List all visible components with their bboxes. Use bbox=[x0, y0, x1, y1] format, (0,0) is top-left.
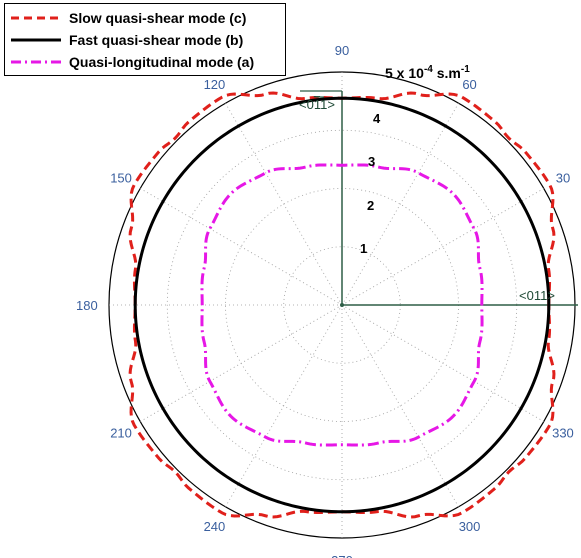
grid-spoke-300 bbox=[341, 304, 459, 507]
ring-label-3: 3 bbox=[368, 154, 375, 169]
legend-item-slow: Slow quasi-shear mode (c) bbox=[11, 8, 246, 28]
labels-layer: 0306090120150180210240270300330<011><011… bbox=[76, 43, 574, 558]
angle-tick-label-60: 60 bbox=[462, 77, 476, 92]
series-line-2 bbox=[200, 163, 484, 447]
legend-swatch-longitudinal bbox=[11, 60, 61, 64]
y-direction-label: <011> bbox=[299, 97, 335, 112]
legend-swatch-fast bbox=[11, 38, 61, 42]
angle-tick-label-120: 120 bbox=[204, 77, 226, 92]
grid-spoke-210 bbox=[140, 304, 343, 422]
legend-label-slow: Slow quasi-shear mode (c) bbox=[69, 10, 247, 26]
series-line-1 bbox=[133, 96, 551, 514]
series-layer bbox=[128, 91, 556, 519]
angle-tick-label-330: 330 bbox=[552, 426, 574, 441]
legend-swatch-slow bbox=[11, 16, 61, 20]
x-direction-label: <011> bbox=[519, 288, 555, 303]
grid-spoke-150 bbox=[140, 188, 343, 306]
ring-label-4: 4 bbox=[373, 111, 381, 126]
angle-tick-label-90: 90 bbox=[335, 43, 349, 58]
origin-dot bbox=[340, 303, 344, 307]
angle-tick-label-30: 30 bbox=[556, 170, 570, 185]
scale-annotation: 5 x 10-4 s.m-1 bbox=[385, 64, 470, 81]
legend-label-longitudinal: Quasi-longitudinal mode (a) bbox=[69, 54, 255, 70]
grid-spoke-60 bbox=[341, 103, 459, 306]
grid-spoke-120 bbox=[225, 103, 343, 306]
direction-axes bbox=[300, 90, 578, 307]
angle-tick-label-270: 270 bbox=[331, 553, 353, 558]
legend-item-fast: Fast quasi-shear mode (b) bbox=[11, 30, 243, 50]
angle-tick-label-150: 150 bbox=[110, 170, 132, 185]
grid-spoke-30 bbox=[341, 188, 544, 306]
legend: Slow quasi-shear mode (c) Fast quasi-she… bbox=[4, 3, 286, 76]
legend-label-fast: Fast quasi-shear mode (b) bbox=[69, 32, 244, 48]
angle-tick-label-240: 240 bbox=[204, 519, 226, 534]
legend-item-longitudinal: Quasi-longitudinal mode (a) bbox=[11, 52, 254, 72]
ring-label-2: 2 bbox=[367, 198, 374, 213]
angle-tick-label-300: 300 bbox=[459, 519, 481, 534]
ring-label-1: 1 bbox=[360, 241, 367, 256]
angle-tick-label-180: 180 bbox=[76, 298, 98, 313]
grid-spoke-240 bbox=[225, 304, 343, 507]
grid-spoke-330 bbox=[341, 304, 544, 422]
angle-tick-label-210: 210 bbox=[110, 426, 132, 441]
